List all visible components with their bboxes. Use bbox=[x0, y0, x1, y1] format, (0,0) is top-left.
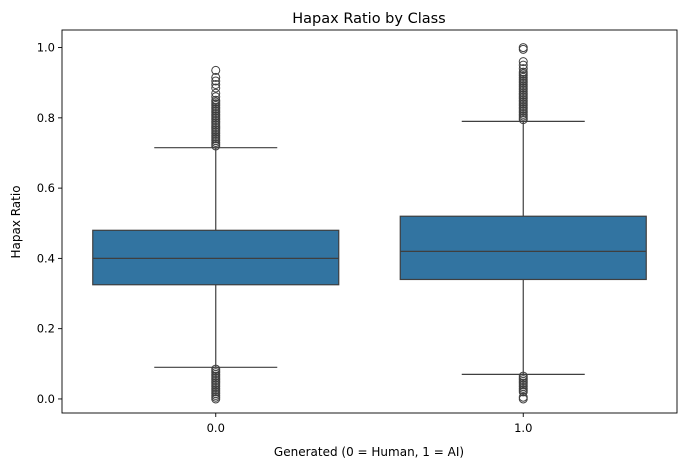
box-group-1 bbox=[399, 43, 647, 404]
y-tick-label: 0.4 bbox=[37, 251, 55, 265]
axes-frame bbox=[61, 29, 678, 414]
outlier-point bbox=[518, 392, 528, 402]
outlier-point bbox=[211, 92, 221, 102]
iqr-box bbox=[399, 215, 647, 281]
x-axis-label: Generated (0 = Human, 1 = AI) bbox=[274, 445, 464, 459]
outlier-point bbox=[211, 95, 221, 105]
chart-title: Hapax Ratio by Class bbox=[292, 11, 445, 27]
outlier-point bbox=[211, 364, 221, 374]
y-axis: 0.0 0.2 0.4 0.6 0.8 1.0 bbox=[37, 41, 62, 406]
outlier-point bbox=[518, 67, 528, 77]
iqr-box bbox=[92, 229, 340, 286]
x-axis: 0.0 1.0 bbox=[207, 413, 532, 435]
outlier-point bbox=[211, 83, 221, 93]
box-group-0 bbox=[92, 65, 340, 404]
x-tick-label: 0.0 bbox=[207, 421, 225, 435]
outlier-point bbox=[518, 60, 528, 70]
plot-area bbox=[92, 43, 647, 404]
y-axis-label: Hapax Ratio bbox=[9, 185, 23, 258]
x-tick-label: 1.0 bbox=[514, 421, 532, 435]
outlier-point bbox=[518, 57, 528, 67]
y-tick-label: 0.6 bbox=[37, 181, 55, 195]
outlier-point bbox=[518, 371, 528, 381]
outlier-point bbox=[211, 76, 221, 86]
outlier-point bbox=[211, 65, 221, 75]
outlier-point bbox=[518, 44, 528, 54]
outlier-point bbox=[211, 79, 221, 89]
y-tick-label: 1.0 bbox=[37, 41, 55, 55]
y-tick-label: 0.8 bbox=[37, 111, 55, 125]
outlier-point bbox=[211, 88, 221, 98]
outlier-point bbox=[211, 72, 221, 82]
outlier-point bbox=[518, 43, 528, 53]
outlier-point bbox=[518, 64, 528, 74]
y-tick-label: 0.0 bbox=[37, 392, 55, 406]
y-tick-label: 0.2 bbox=[37, 322, 55, 336]
